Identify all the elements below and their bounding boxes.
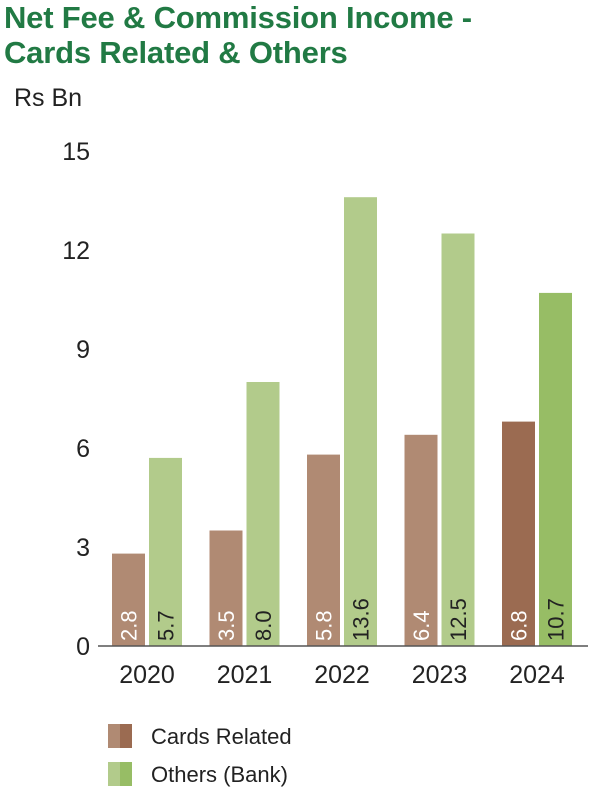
bar-value-label: 12.5 (446, 598, 471, 641)
bar-value-label: 6.8 (507, 610, 532, 641)
bar-value-label: 5.7 (154, 610, 179, 641)
bar-value-label: 2.8 (117, 610, 142, 641)
legend-swatch-highlight (120, 724, 132, 748)
bar-value-label: 3.5 (214, 610, 239, 641)
legend-label: Others (Bank) (151, 762, 288, 787)
bar-value-label: 8.0 (251, 610, 276, 641)
bar-cards-related-2020 (112, 553, 145, 646)
x-tick-label: 2021 (217, 661, 273, 689)
bar-cards-related-2024 (502, 421, 535, 646)
x-tick-label: 2024 (509, 661, 565, 689)
legend-label: Cards Related (151, 724, 292, 749)
legend: Cards Related Others (Bank) (108, 724, 292, 787)
bar-value-label: 13.6 (349, 598, 374, 641)
x-tick-label: 2020 (119, 661, 175, 689)
bar-others-bank-2024 (539, 292, 572, 646)
legend-item: Cards Related (108, 724, 292, 749)
chart-title: Net Fee & Commission Income - Cards Rela… (4, 0, 596, 70)
y-tick-label: 12 (62, 237, 90, 265)
legend-item: Others (Bank) (108, 762, 288, 787)
bar-cards-related-2021 (209, 530, 243, 646)
legend-swatch (108, 724, 120, 748)
y-tick-label: 15 (62, 138, 90, 166)
x-tick-label: 2023 (412, 661, 468, 689)
bar-value-label: 6.4 (409, 610, 434, 641)
y-tick-label: 6 (76, 435, 90, 463)
bar-others-bank-2023 (441, 233, 475, 646)
bar-value-label: 5.8 (312, 610, 337, 641)
x-tick-label: 2022 (314, 661, 370, 689)
bar-value-label: 10.7 (544, 598, 569, 641)
chart-title-line-2: Cards Related & Others (4, 35, 348, 70)
y-tick-label: 0 (76, 633, 90, 661)
bar-others-bank-2020 (149, 457, 182, 646)
chart-title-line-1: Net Fee & Commission Income - (4, 0, 472, 35)
y-axis-ticks: 0 3 6 9 12 15 (62, 138, 90, 661)
bar-cards-related-2023 (404, 434, 438, 646)
y-tick-label: 3 (76, 534, 90, 562)
bar-others-bank-2022 (344, 197, 377, 646)
bar-cards-related-2022 (307, 454, 340, 646)
legend-swatch-highlight (120, 762, 132, 786)
bar-others-bank-2021 (246, 382, 280, 646)
bars: 2.8 5.7 3.5 8.0 5.8 13.6 6.4 12.5 6.8 10.7 (112, 197, 572, 646)
y-tick-label: 9 (76, 336, 90, 364)
legend-swatch (108, 762, 120, 786)
x-axis-ticks: 2020 2021 2022 2023 2024 (119, 661, 565, 689)
y-axis-label: Rs Bn (14, 84, 82, 112)
